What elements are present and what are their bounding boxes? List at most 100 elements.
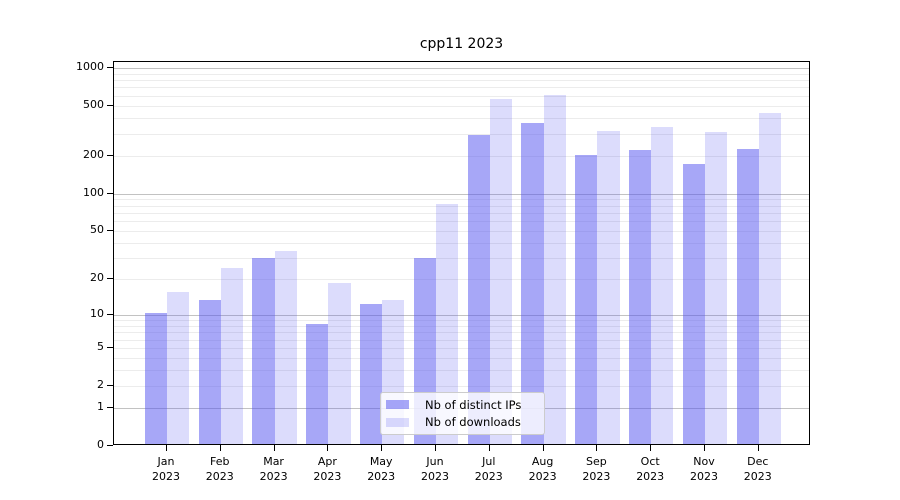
bar-nb-of-distinct-ips bbox=[252, 257, 275, 444]
y-tick-label: 200 bbox=[83, 147, 104, 161]
bar-nb-of-distinct-ips bbox=[144, 312, 167, 444]
bar-nb-of-downloads bbox=[436, 203, 459, 444]
x-tick-year: 2023 bbox=[690, 470, 718, 483]
gridline-minor bbox=[114, 80, 809, 82]
y-tick-label: 50 bbox=[90, 222, 104, 236]
gridline-minor bbox=[114, 258, 809, 260]
x-tick-month: Feb bbox=[210, 455, 230, 468]
x-tick-label: Oct 2023 bbox=[622, 454, 678, 484]
x-tick-year: 2023 bbox=[582, 470, 611, 483]
bar-nb-of-distinct-ips bbox=[575, 155, 598, 444]
y-tick-mark bbox=[107, 445, 113, 446]
gridline-minor bbox=[114, 332, 809, 334]
y-tick-label: 100 bbox=[83, 185, 104, 199]
gridline-major bbox=[114, 314, 809, 316]
bar-nb-of-distinct-ips bbox=[628, 149, 652, 444]
gridline-major bbox=[114, 67, 809, 69]
chart-title: cpp11 2023 bbox=[419, 36, 504, 52]
y-tick-mark bbox=[107, 229, 113, 231]
bar-nb-of-downloads bbox=[274, 251, 297, 444]
x-tick-year: 2023 bbox=[474, 470, 503, 483]
bar-nb-of-downloads bbox=[597, 130, 620, 444]
gridline-minor bbox=[114, 95, 809, 97]
x-tick-label: Apr 2023 bbox=[299, 454, 355, 484]
gridline-minor bbox=[114, 279, 809, 281]
bar-nb-of-distinct-ips bbox=[359, 303, 383, 444]
y-tick-label: 500 bbox=[83, 97, 104, 111]
x-tick-mark bbox=[488, 445, 490, 451]
x-tick-month: Dec bbox=[747, 455, 769, 468]
gridline-minor bbox=[114, 87, 809, 89]
y-tick-mark bbox=[107, 278, 113, 280]
x-tick-label: Jul 2023 bbox=[461, 454, 517, 484]
x-tick-year: 2023 bbox=[205, 470, 234, 483]
x-tick-mark bbox=[273, 445, 275, 451]
legend-label: Nb of distinct IPs bbox=[425, 397, 522, 412]
y-tick-mark bbox=[107, 192, 113, 194]
gridline-minor bbox=[114, 105, 809, 107]
x-tick-mark bbox=[650, 445, 652, 451]
gridline-minor bbox=[114, 339, 809, 341]
x-tick-mark bbox=[381, 445, 383, 451]
x-tick-month: Jul bbox=[482, 455, 496, 468]
x-tick-label: Jun 2023 bbox=[407, 454, 463, 484]
x-tick-label: Jan 2023 bbox=[138, 454, 194, 484]
x-tick-mark bbox=[757, 445, 759, 451]
gridline-minor bbox=[114, 320, 809, 321]
gridline-minor bbox=[114, 230, 809, 232]
gridline-minor bbox=[114, 221, 809, 222]
y-tick-mark bbox=[107, 66, 113, 68]
x-tick-mark bbox=[542, 445, 544, 451]
legend: Nb of distinct IPs Nb of downloads bbox=[380, 392, 545, 435]
x-tick-year: 2023 bbox=[743, 470, 772, 483]
y-tick-mark bbox=[107, 407, 113, 409]
gridline-minor bbox=[114, 348, 809, 349]
bar-nb-of-downloads bbox=[220, 267, 244, 444]
x-tick-mark bbox=[219, 445, 221, 451]
x-tick-mark bbox=[166, 445, 167, 451]
gridline-minor bbox=[114, 212, 809, 214]
x-tick-label: Dec 2023 bbox=[730, 454, 786, 484]
x-tick-month: Apr bbox=[317, 455, 337, 468]
gridline-minor bbox=[114, 199, 809, 201]
y-tick-mark bbox=[107, 384, 113, 386]
bar-nb-of-downloads bbox=[328, 282, 351, 444]
x-tick-label: May 2023 bbox=[353, 454, 409, 484]
y-tick-label: 5 bbox=[97, 340, 104, 353]
x-tick-month: Nov bbox=[693, 455, 715, 468]
y-tick-mark bbox=[107, 313, 113, 315]
x-tick-year: 2023 bbox=[259, 470, 288, 483]
bar-nb-of-distinct-ips bbox=[467, 134, 490, 444]
y-tick-mark bbox=[107, 154, 113, 156]
gridline-minor bbox=[114, 325, 809, 327]
gridline-minor bbox=[114, 242, 809, 244]
legend-label: Nb of downloads bbox=[425, 415, 521, 430]
x-tick-month: Jun bbox=[426, 455, 444, 468]
bar-nb-of-downloads bbox=[543, 94, 566, 444]
x-tick-year: 2023 bbox=[152, 470, 180, 483]
y-tick-mark bbox=[107, 347, 113, 348]
gridline-minor bbox=[114, 73, 809, 75]
bar-nb-of-downloads bbox=[167, 292, 190, 444]
y-tick-label: 20 bbox=[90, 271, 104, 285]
y-tick-mark bbox=[107, 104, 113, 106]
x-tick-label: Mar 2023 bbox=[246, 454, 302, 484]
y-tick-label: 1000 bbox=[76, 59, 104, 73]
bar-nb-of-distinct-ips bbox=[682, 164, 705, 444]
x-tick-month: Sep bbox=[586, 455, 607, 468]
x-tick-label: Aug 2023 bbox=[515, 454, 571, 484]
legend-swatch bbox=[386, 400, 409, 410]
gridline-minor bbox=[114, 385, 809, 387]
gridline-minor bbox=[114, 133, 809, 135]
x-tick-month: Oct bbox=[640, 455, 660, 468]
y-tick-label: 2 bbox=[97, 377, 104, 391]
gridline-minor bbox=[114, 370, 809, 372]
x-tick-label: Nov 2023 bbox=[676, 454, 732, 484]
x-tick-month: Aug bbox=[531, 455, 554, 468]
bar-nb-of-downloads bbox=[758, 113, 782, 444]
gridline-minor bbox=[114, 205, 809, 207]
x-tick-mark bbox=[435, 445, 436, 451]
x-tick-month: Mar bbox=[263, 455, 284, 468]
x-tick-month: May bbox=[369, 455, 393, 468]
legend-item: Nb of downloads bbox=[386, 415, 538, 429]
